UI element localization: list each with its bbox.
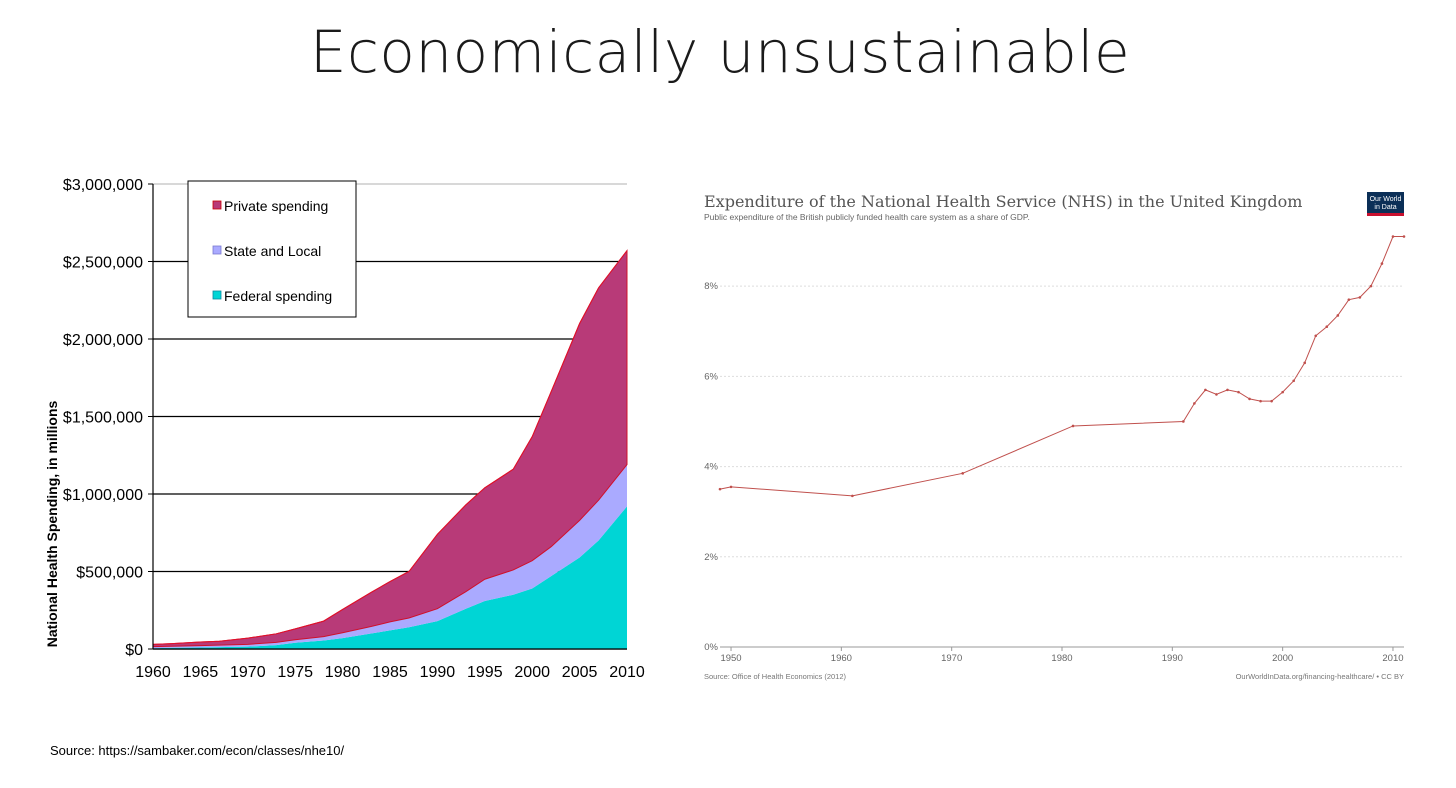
nhs-x-tick-label: 2000: [1272, 653, 1293, 664]
nhs-point: [1336, 314, 1340, 317]
nhs-point: [1248, 397, 1251, 401]
nhs-point: [851, 494, 854, 498]
left-y-tick-label: $1,500,000: [63, 410, 143, 427]
nhs-line: [719, 236, 1404, 497]
left-x-tick-label: 1965: [183, 664, 219, 681]
left-y-tick-label: $1,000,000: [63, 487, 143, 504]
left-y-ticks: $0 $500,000 $1,000,000 $1,500,000 $2,000,000…: [63, 177, 153, 659]
nhs-x-tick-label: 1960: [831, 653, 852, 664]
nhs-point: [1204, 388, 1207, 392]
left-x-tick-label: 1960: [135, 664, 171, 681]
nhs-point: [1391, 235, 1395, 238]
nhs-chart-title: Expenditure of the National Health Servi…: [704, 192, 1302, 211]
nhs-point: [1182, 420, 1185, 423]
nhs-point: [1193, 402, 1196, 405]
legend-label-private: Private spending: [224, 198, 328, 214]
left-x-tick-label: 1980: [325, 664, 361, 681]
legend-swatch-state: [212, 245, 222, 255]
nhs-point: [1325, 325, 1329, 329]
left-x-tick-label: 1975: [277, 664, 313, 681]
left-x-tick-label: 1995: [467, 664, 503, 681]
left-x-ticks: 1960 1965 1970 1975 1980 1985 1990 1995 2000 2005…: [135, 664, 645, 681]
nhs-point: [1281, 390, 1284, 394]
nhs-y-tick-label: 0%: [704, 642, 718, 653]
nhs-y-tick-label: 4%: [704, 462, 718, 473]
owid-logo-line2: in Data: [1374, 204, 1396, 211]
nhs-point: [1347, 298, 1351, 301]
area-top-outline: [152, 250, 628, 645]
left-y-tick-label: $500,000: [76, 565, 143, 582]
nhs-y-tick-label: 8%: [704, 281, 718, 292]
owid-logo-line1: Our World: [1370, 196, 1402, 203]
legend-label-federal: Federal spending: [224, 288, 332, 304]
left-x-tick-label: 1985: [372, 664, 408, 681]
left-areas: [152, 249, 628, 649]
nhs-credit: OurWorldInData.org/financing-healthcare/…: [1236, 672, 1404, 681]
owid-logo-box: [1367, 192, 1404, 216]
nhs-point: [1380, 262, 1384, 265]
nhs-point: [1314, 334, 1318, 338]
nhs-point: [1215, 393, 1218, 396]
nhs-point: [1071, 424, 1075, 428]
nhs-point: [1292, 379, 1295, 383]
nhs-gridlines: [720, 285, 1404, 648]
slide-title: Economically unsustainable: [309, 18, 1131, 86]
left-x-tick-label: 1970: [230, 664, 266, 681]
nhs-x-tick-label: 1990: [1162, 653, 1183, 664]
legend-swatch-federal: [212, 290, 222, 300]
left-y-tick-label: $3,000,000: [63, 177, 143, 194]
nhs-point: [729, 485, 733, 489]
source-note: Source: https://sambaker.com/econ/classe…: [50, 743, 345, 758]
owid-logo-stripe: [1367, 213, 1404, 216]
nhs-y-ticks: 0% 2% 4% 6% 8%: [704, 281, 718, 653]
legend-swatch-private: [212, 200, 222, 210]
legend: Private spending State and Local Federal…: [187, 180, 357, 318]
nhs-point: [1270, 399, 1273, 403]
nhs-y-tick-label: 6%: [704, 371, 718, 382]
left-x-tick-label: 2005: [562, 664, 598, 681]
nhs-point: [1303, 361, 1307, 365]
left-x-tick-label: 2000: [514, 664, 550, 681]
left-x-tick-label: 2010: [609, 664, 645, 681]
left-x-tick-label: 1990: [420, 664, 456, 681]
nhs-y-tick-label: 2%: [704, 552, 718, 563]
nhs-point: [1237, 390, 1240, 394]
nhs-point: [718, 487, 722, 491]
nhs-x-tick-label: 1970: [941, 653, 962, 664]
nhs-x-tick-label: 1950: [720, 653, 741, 664]
owid-logo: Our World in Data: [1367, 192, 1404, 216]
nhs-point: [1226, 388, 1229, 392]
nhs-point: [961, 472, 965, 475]
nhs-point: [1369, 284, 1373, 288]
nhs-point: [1402, 235, 1406, 238]
left-y-tick-label: $0: [125, 642, 143, 659]
left-y-tick-label: $2,500,000: [63, 255, 143, 272]
nhs-series: [718, 235, 1406, 498]
legend-label-state: State and Local: [224, 243, 321, 259]
nhs-point: [1358, 296, 1362, 299]
nhs-source: Source: Office of Health Economics (2012…: [704, 672, 847, 681]
area-federal-spending: [153, 506, 627, 649]
left-y-tick-label: $2,000,000: [63, 332, 143, 349]
nhs-x-ticks: 1950 1960 1970 1980 1990 2000 2010: [720, 647, 1404, 664]
us-health-spending-chart: 1960 1965 1970 1975 1980 1985 1990 1995 2000 2005…: [44, 177, 645, 681]
nhs-chart-subtitle: Public expenditure of the British public…: [704, 212, 1030, 222]
nhs-expenditure-chart: Expenditure of the National Health Servi…: [704, 192, 1406, 681]
left-y-axis-label: National Health Spending, in millions: [44, 401, 60, 648]
nhs-point: [1259, 399, 1262, 403]
nhs-x-tick-label: 1980: [1051, 653, 1072, 664]
nhs-x-tick-label: 2010: [1382, 653, 1403, 664]
